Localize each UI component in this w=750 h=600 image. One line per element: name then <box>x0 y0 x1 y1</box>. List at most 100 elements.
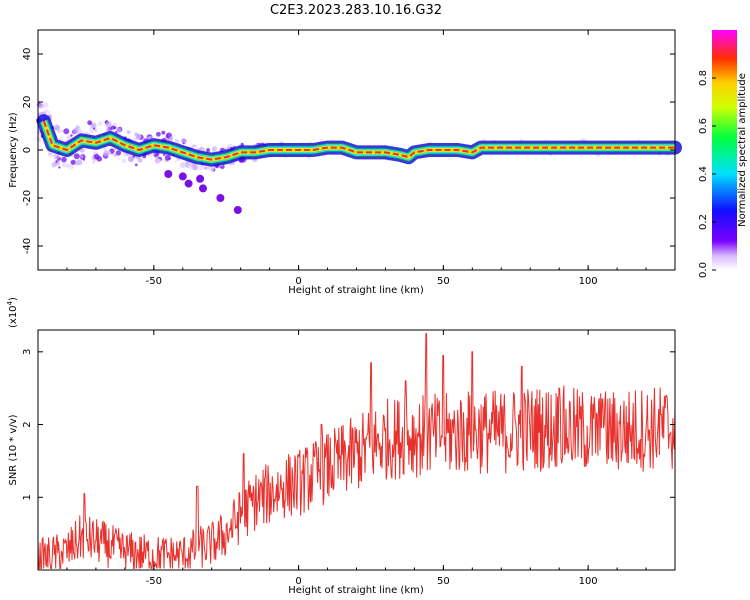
spectrum-speckle <box>113 126 117 130</box>
spectrum-speckle <box>156 131 161 137</box>
colorbar: 0.0 0.2 0.4 0.6 0.8 Normalized spectral ampl… <box>698 30 748 278</box>
spectrum-speckle <box>105 121 112 128</box>
colorbar-tick-label: 0.8 <box>698 70 709 86</box>
colorbar-gradient <box>712 30 737 270</box>
spectrogram-ylabel: Frequency (Hz) <box>8 112 19 188</box>
snr-scale-exponent: 4 <box>6 300 14 305</box>
spectrum-speckle <box>179 162 186 169</box>
spectrum-speckle <box>93 127 96 130</box>
spectrum-speckle <box>57 130 61 133</box>
spectrum-speckle <box>75 163 79 166</box>
outlier-point <box>199 184 207 193</box>
spectrum-speckle <box>113 122 117 127</box>
outlier-point <box>233 206 242 214</box>
spectrum-speckle <box>61 156 67 163</box>
y-tick-label: 1 <box>22 494 33 500</box>
spectrum-speckle <box>229 163 232 166</box>
spectrum-speckle <box>153 153 156 156</box>
snr-panel: -50 0 50 100 1 2 3 Height of straight line (km… <box>6 297 676 596</box>
spectrum-speckle <box>156 155 159 158</box>
spectrum-speckle <box>113 153 117 157</box>
spectrum-speckle <box>38 103 44 109</box>
spectrum-speckle <box>44 109 48 113</box>
spectrum-speckle <box>192 144 196 148</box>
snr-data <box>37 333 676 569</box>
y-tick-label: 3 <box>22 349 33 355</box>
y-tick-label: 40 <box>22 48 33 61</box>
colorbar-tick-label: 0.0 <box>698 262 709 278</box>
spectrum-speckle <box>47 110 51 114</box>
snr-ticks: -50 0 50 100 1 2 3 <box>22 330 676 587</box>
spectrum-speckle <box>198 166 203 171</box>
x-tick-label: 0 <box>295 276 301 287</box>
spectrum-speckle <box>134 163 138 167</box>
spectrum-speckle <box>79 147 85 153</box>
snr-ylabel: SNR (10 * v/v) <box>8 414 19 485</box>
y-tick-label: -20 <box>22 190 33 206</box>
spectrum-speckle <box>163 153 166 157</box>
spectrum-speckle <box>54 125 60 131</box>
x-tick-label: 50 <box>437 276 450 287</box>
colorbar-tick-label: 0.6 <box>698 118 709 134</box>
spectrum-speckle <box>206 148 211 153</box>
spectrum-speckle <box>168 136 174 141</box>
spectrum-speckle <box>42 102 49 108</box>
spectrum-speckle <box>63 128 70 135</box>
spectrum-speckle <box>98 121 103 126</box>
spectrum-speckle <box>188 164 193 170</box>
snr-scale-base: (x10 <box>8 305 19 328</box>
spectrum-speckle <box>194 167 197 170</box>
spectrum-speckle <box>71 154 74 157</box>
spectrum-speckle <box>240 142 244 147</box>
spectrum-speckle <box>174 160 177 163</box>
spectrum-speckle <box>61 162 67 168</box>
outlier-point <box>184 179 193 188</box>
spectrum-speckle <box>72 127 80 134</box>
snr-scale-label: (x104) <box>6 297 19 328</box>
outlier-point <box>216 194 225 202</box>
spectrum-speckle <box>188 161 192 166</box>
snr-frame <box>37 329 676 571</box>
spectrum-speckle <box>82 158 85 161</box>
x-tick-label: 100 <box>579 276 598 287</box>
spectrum-speckle <box>65 163 71 169</box>
spectrum-speckle <box>116 127 122 133</box>
colorbar-tick-label: 0.2 <box>698 214 709 230</box>
y-tick-label: -40 <box>22 238 33 254</box>
spectrum-speckle <box>213 147 217 151</box>
spectrum-speckle <box>70 159 76 165</box>
spectrum-speckle <box>135 133 142 140</box>
spectrum-speckle <box>53 153 57 158</box>
spectrum-speckle <box>49 153 54 157</box>
spectrum-speckle <box>157 158 162 163</box>
spectrum-speckle <box>73 153 80 160</box>
spectrum-speckle <box>117 158 120 161</box>
outlier-point <box>178 172 187 181</box>
x-tick-label: 0 <box>295 576 301 587</box>
spectrogram-data <box>36 100 682 214</box>
spectrum-speckle <box>103 150 110 157</box>
track-core <box>42 120 675 161</box>
spectrum-speckle <box>55 160 58 163</box>
spectrum-speckle <box>87 120 92 126</box>
spectrum-speckle <box>93 153 100 160</box>
spectrum-speckle <box>96 128 99 131</box>
x-tick-label: 50 <box>437 576 450 587</box>
spectrum-speckle <box>69 164 75 170</box>
spectrum-speckle <box>92 161 95 164</box>
x-tick-label: -50 <box>146 276 162 287</box>
spectrogram-panel: -50 0 50 100 40 20 0 -20 -40 Height of straight … <box>8 29 682 296</box>
spectrum-speckle <box>115 150 122 156</box>
colorbar-ticks: 0.0 0.2 0.4 0.6 0.8 <box>698 70 716 278</box>
spectrum-speckle <box>121 158 127 164</box>
spectrum-speckle <box>204 166 208 170</box>
outlier-point <box>164 170 173 178</box>
colorbar-label: Normalized spectral amplitude <box>737 73 748 227</box>
y-tick-label: 20 <box>22 96 33 109</box>
snr-xlabel: Height of straight line (km) <box>288 585 424 596</box>
colorbar-tick-label: 0.4 <box>698 166 709 182</box>
spectrum-speckle <box>127 156 134 163</box>
spectrum-speckle <box>113 148 116 151</box>
spectrum-speckle <box>51 162 57 168</box>
spectrum-speckle <box>58 166 61 169</box>
